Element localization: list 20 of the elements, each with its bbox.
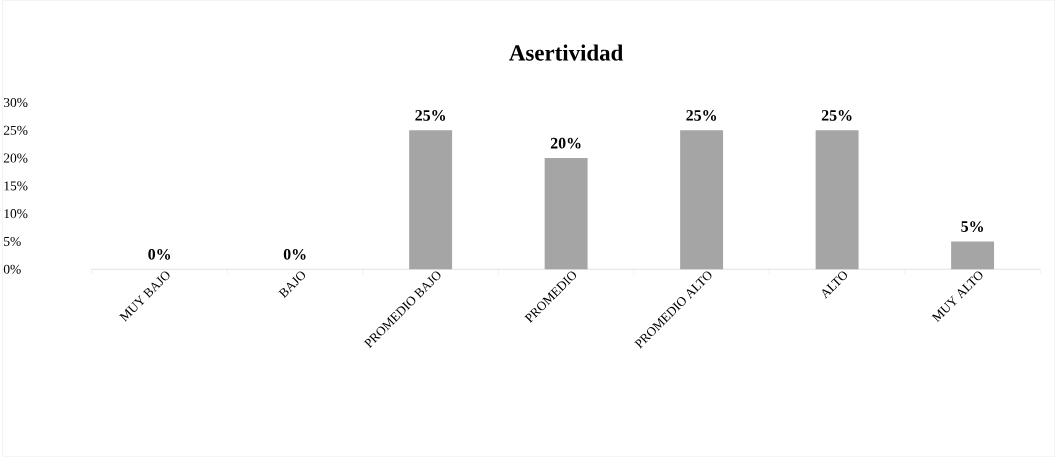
bar <box>951 241 995 270</box>
y-tick-label: 20% <box>3 153 28 163</box>
data-label: 0% <box>283 249 306 260</box>
data-label: 25% <box>821 110 852 121</box>
data-label: 20% <box>550 137 581 149</box>
y-tick-label: 0% <box>3 264 21 274</box>
bar <box>409 130 453 270</box>
y-tick-label: 30% <box>3 98 28 108</box>
data-label: 25% <box>686 110 717 121</box>
y-tick-label: 15% <box>4 181 28 191</box>
y-tick-label: 5% <box>4 237 21 247</box>
chart-title: Asertividad <box>509 44 624 61</box>
bar <box>680 130 724 270</box>
data-label: 25% <box>415 110 446 121</box>
data-label: 5% <box>961 221 984 233</box>
y-tick-label: 25% <box>3 125 28 136</box>
data-label: 0% <box>148 249 171 260</box>
bar <box>544 158 588 270</box>
y-tick-label: 10% <box>4 209 28 219</box>
bar <box>815 130 859 270</box>
